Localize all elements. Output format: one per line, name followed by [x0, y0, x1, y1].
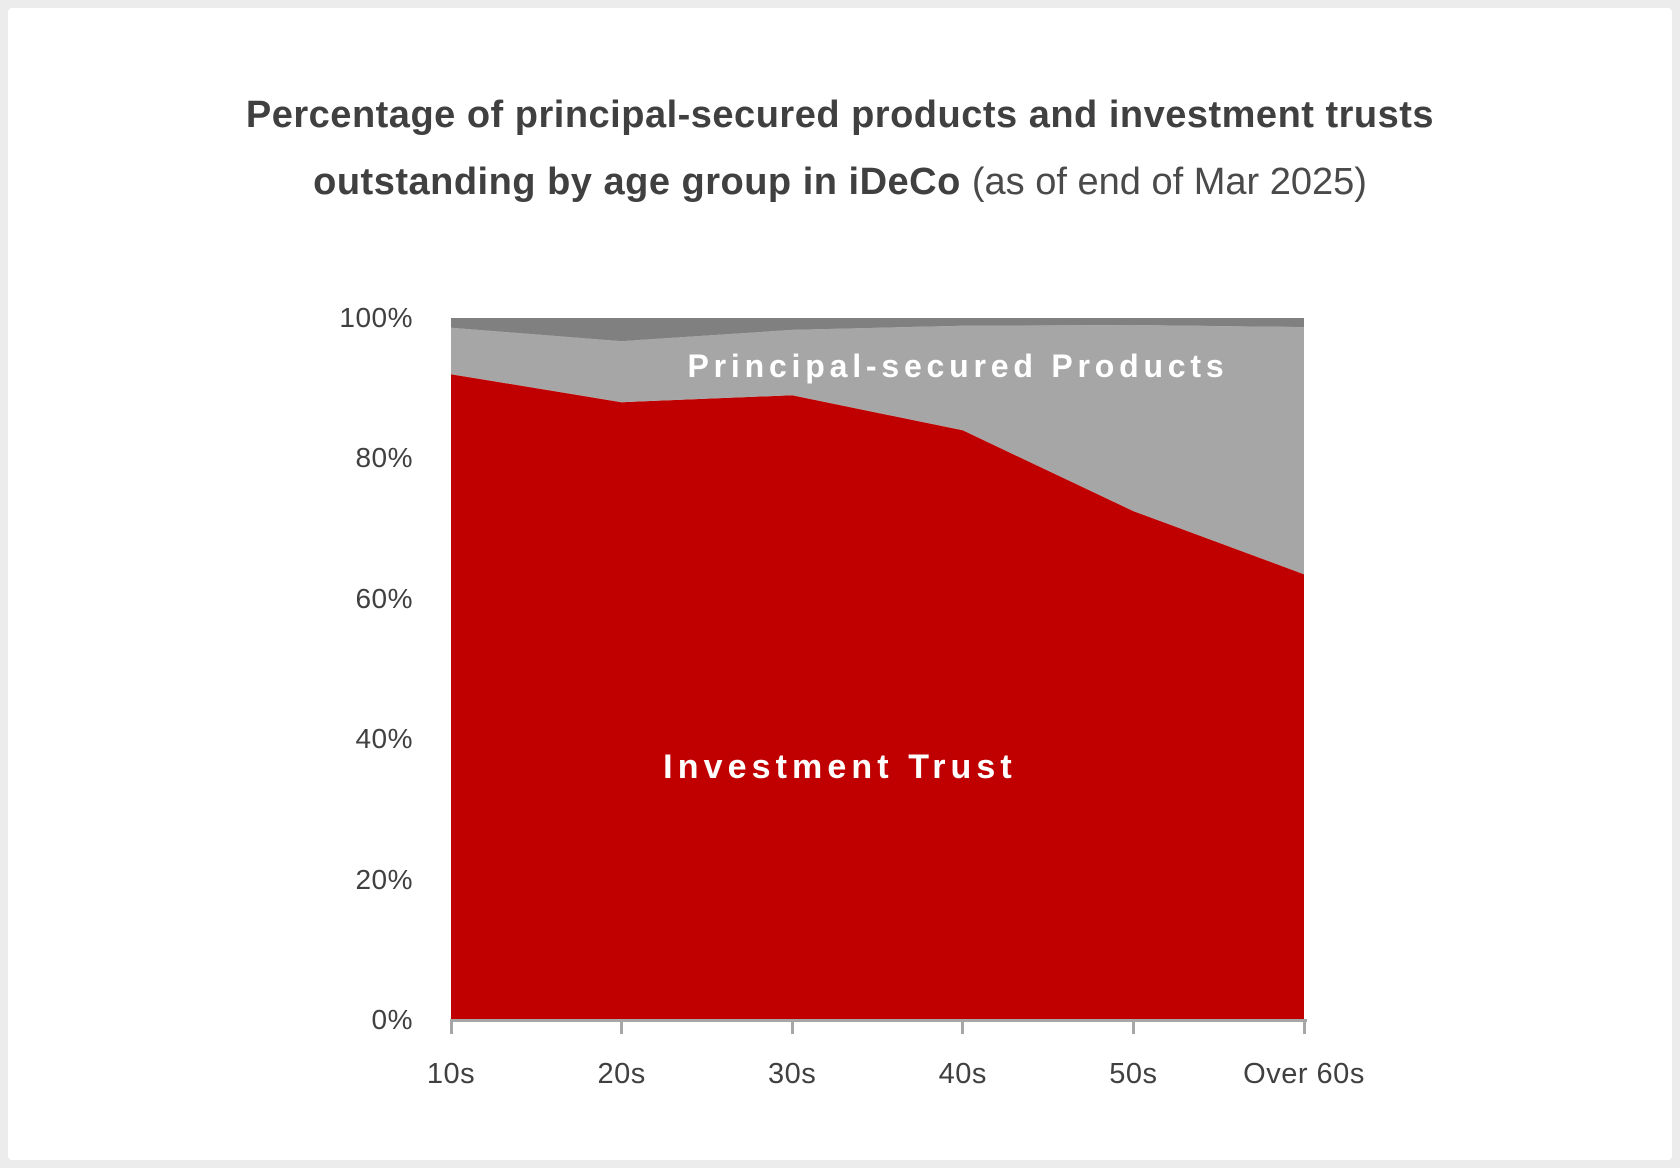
- x-tick: [620, 1019, 624, 1034]
- x-tick: [790, 1019, 794, 1034]
- chart-title-line2: outstanding by age group in iDeCo (as of…: [8, 149, 1672, 216]
- x-tick-label: 50s: [1109, 1058, 1158, 1090]
- chart-title: Percentage of principal-secured products…: [8, 82, 1672, 216]
- x-tick-label: 40s: [938, 1058, 987, 1090]
- x-tick-label: 20s: [597, 1058, 646, 1090]
- chart-subtitle: (as of end of Mar 2025): [971, 161, 1367, 203]
- chart-title-line2-bold: outstanding by age group in iDeCo: [313, 161, 961, 203]
- x-tick-label: 10s: [426, 1058, 476, 1090]
- x-tick: [1302, 1019, 1306, 1034]
- x-tick: [1131, 1019, 1135, 1034]
- x-tick-label: 30s: [768, 1058, 817, 1090]
- y-tick-label: 40%: [355, 723, 413, 755]
- label-principal-secured-products: Principal-secured Products: [687, 348, 1229, 384]
- x-tick: [961, 1019, 965, 1034]
- y-tick-label: 100%: [339, 302, 413, 333]
- y-tick-label: 20%: [355, 863, 413, 895]
- area-principal-secured-products: [451, 325, 1304, 575]
- chart-title-line1: Percentage of principal-secured products…: [245, 94, 1435, 136]
- chart-card: Percentage of principal-secured products…: [8, 8, 1672, 1160]
- x-tick-label: Over 60s: [1243, 1058, 1365, 1090]
- area-top-band: [451, 318, 1304, 342]
- y-tick-label: 80%: [355, 442, 413, 474]
- x-tick: [449, 1019, 453, 1034]
- x-axis-line: [451, 1019, 1307, 1022]
- y-tick-label: 0%: [371, 1004, 413, 1035]
- label-investment-trust: Investment Trust: [663, 748, 1017, 786]
- stacked-area-svg: [451, 318, 1304, 1020]
- y-tick-label: 60%: [355, 582, 413, 614]
- area-investment-trust: [451, 374, 1304, 1020]
- plot-area: Principal-secured Products Investment Tr…: [451, 318, 1304, 1020]
